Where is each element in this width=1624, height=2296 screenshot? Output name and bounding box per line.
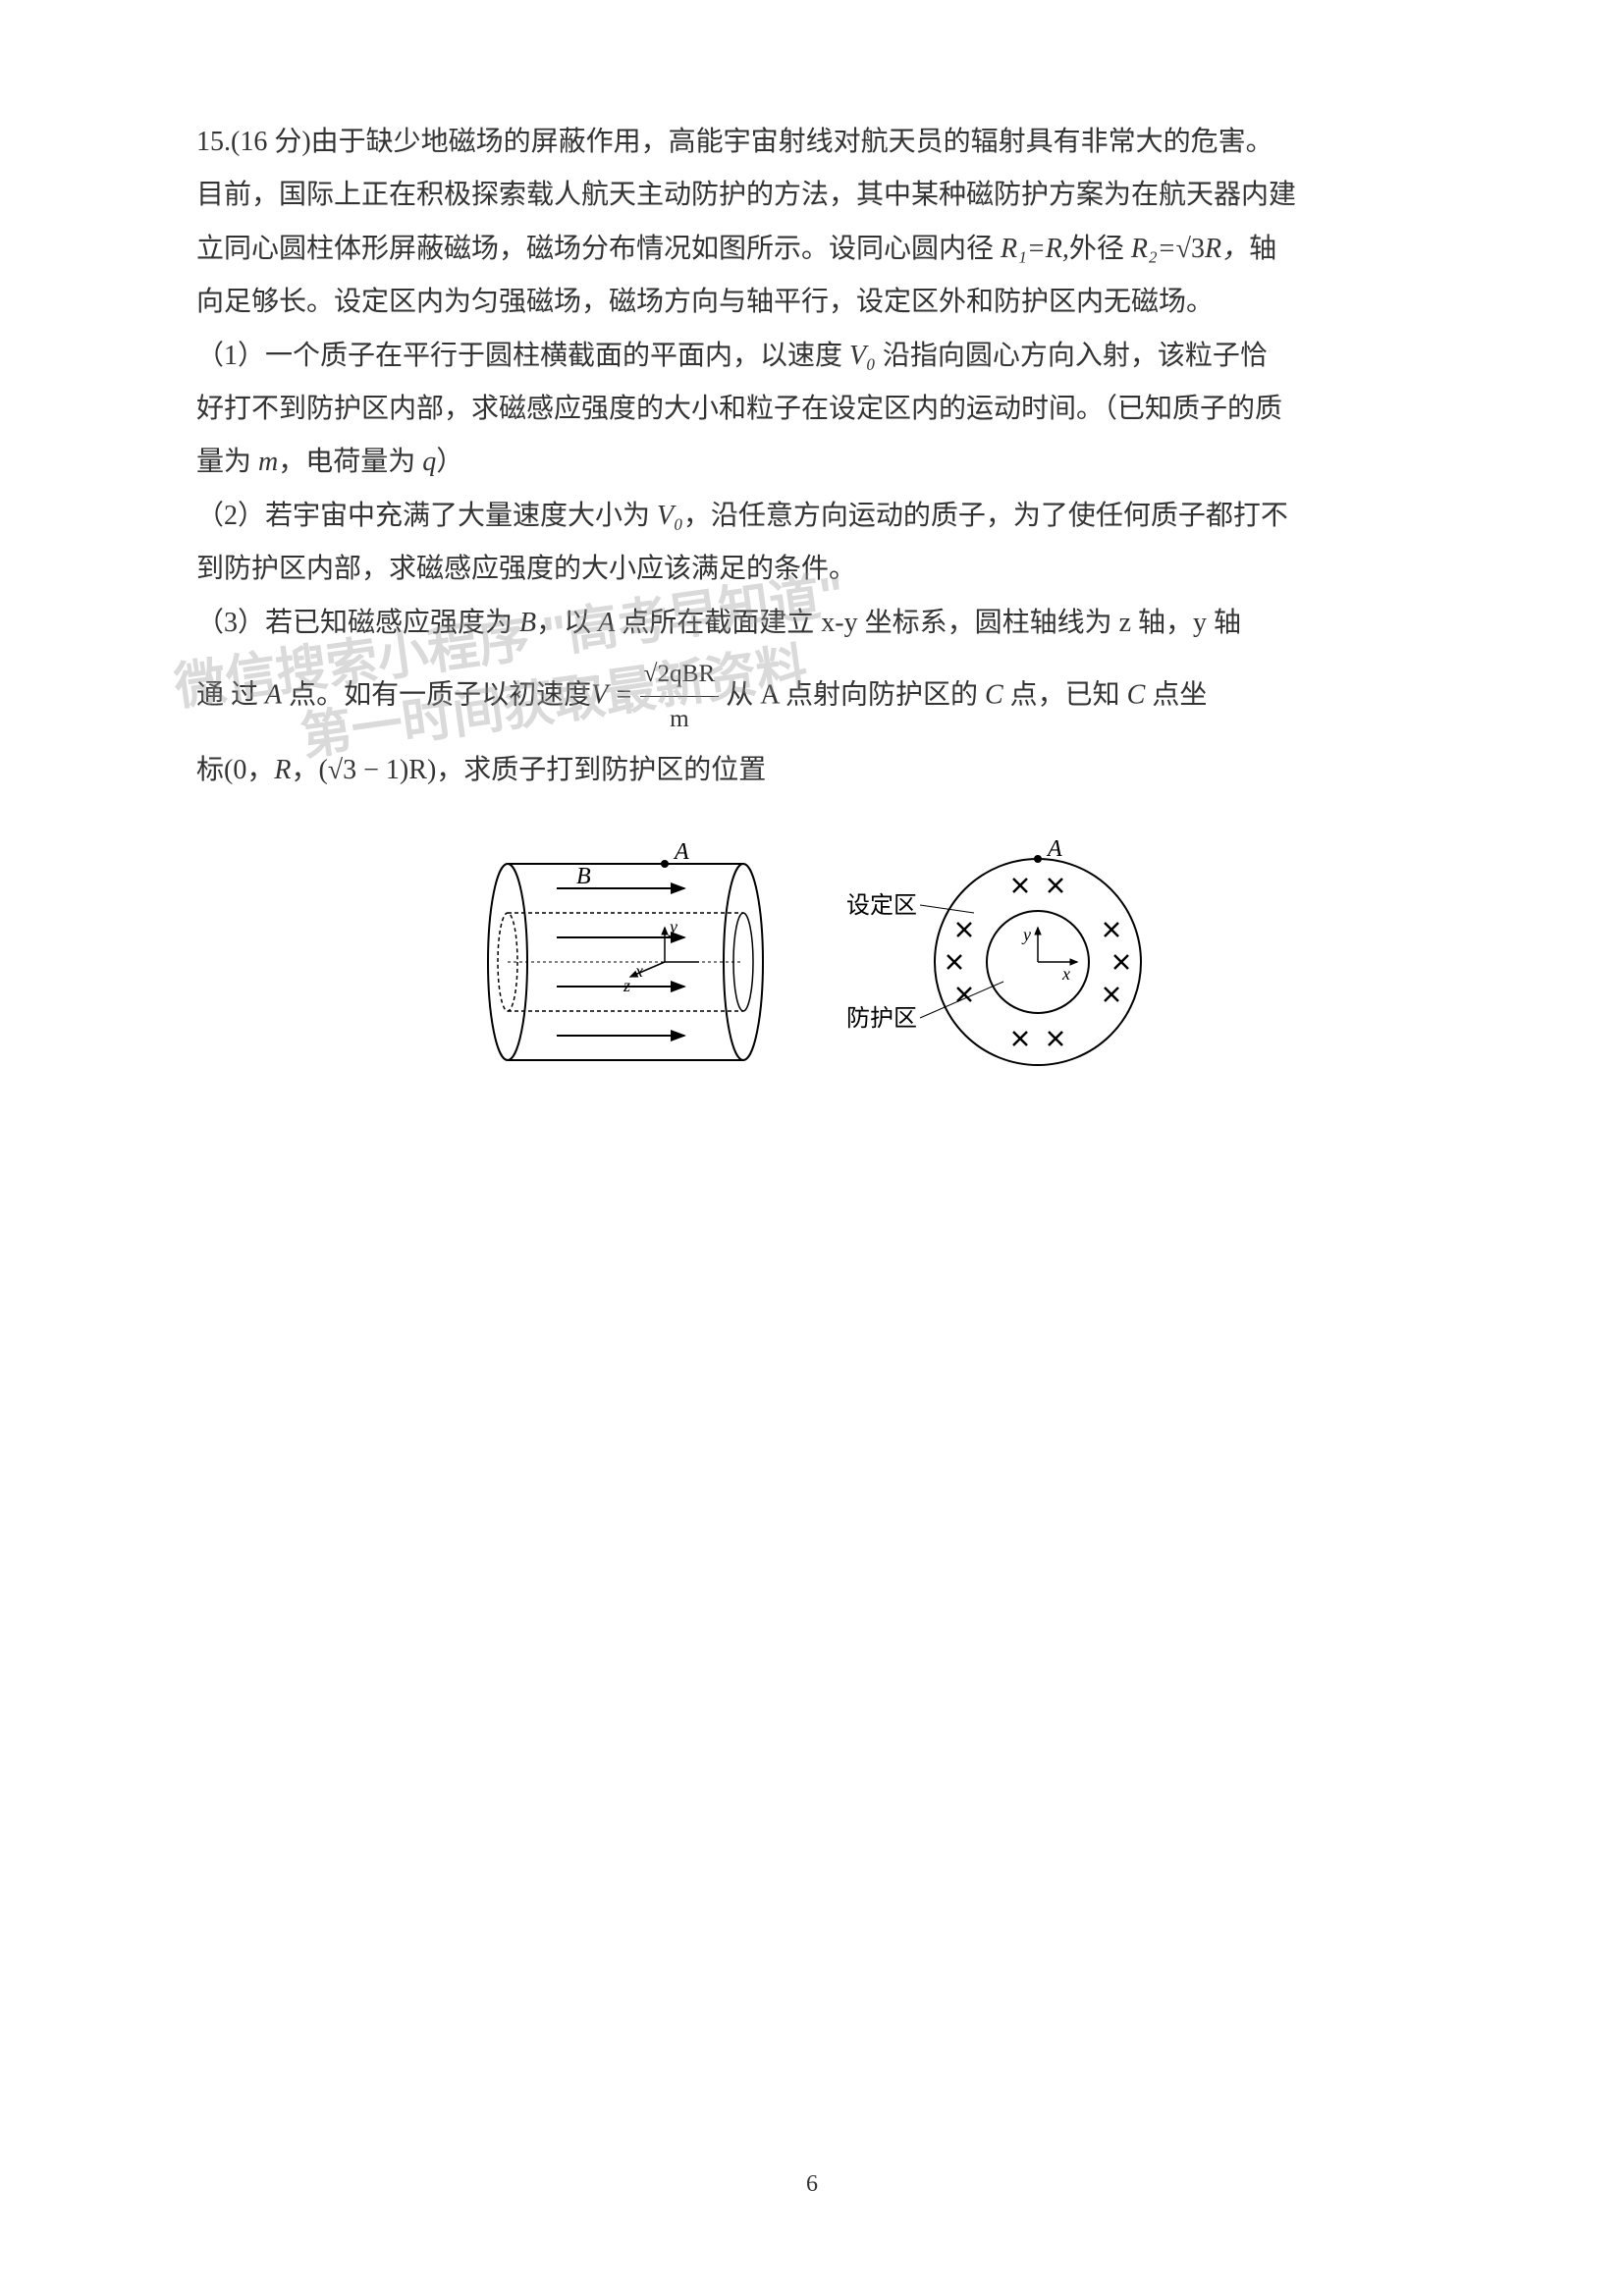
question-part1-line1: （1）一个质子在平行于圆柱横截面的平面内，以速度 V₀ 沿指向圆心方向入射，该粒… [196,332,1428,381]
c-var: C [985,679,1003,710]
label-protection-zone: 防护区 [846,1005,917,1032]
r-var: R [274,755,291,785]
part3-text-1b: ，以 [536,608,598,638]
fraction-numerator: √2qBR [640,652,720,697]
v-equals: V = [591,679,633,710]
question-intro-line4: 向足够长。设定区内为匀强磁场，磁场方向与轴平行，设定区外和防护区内无磁场。 [196,278,1428,327]
part1-text-3b: ，电荷量为 [278,447,422,477]
charge-var: q [422,447,436,477]
part3-text-1c: 点所在截面建立 x-y 坐标系，圆柱轴线为 z 轴，y 轴 [615,608,1241,638]
b-var: B [519,608,536,638]
v0-var-2: V₀ [657,501,683,531]
label-y-left: y [668,917,677,936]
part1-text-1a: 一个质子在平行于圆柱横截面的平面内，以速度 [265,341,849,371]
a-var-2: A [265,679,282,710]
question-part2-line1: （2）若宇宙中充满了大量速度大小为 V₀，沿任意方向运动的质子，为了使任何质子都… [196,492,1428,541]
r2-sqrt: √3 [1176,234,1205,264]
part2-label: （2） [196,501,265,531]
cross-section-svg: A y x 设定区 防护区 [841,834,1156,1090]
label-x-right: x [1061,964,1070,984]
part1-text-1b: 沿指向圆心方向入射，该粒子恰 [876,341,1268,371]
part2-text-2: 到防护区内部，求磁感应强度的大小应该满足的条件。 [196,554,856,584]
label-z: z [623,976,630,995]
label-x-left: x [634,961,643,981]
label-setting-zone: 设定区 [846,892,917,919]
part3-text-1a: 若已知磁感应强度为 [265,608,519,638]
part3-text-2e: 点坐 [1145,679,1207,710]
question-part2-line2: 到防护区内部，求磁感应强度的大小应该满足的条件。 [196,545,1428,594]
coord-z: (√3 − 1)R [318,755,426,785]
question-part3-line3: 标(0，R，(√3 − 1)R)，求质子打到防护区的位置 [196,746,1428,795]
part1-label: （1） [196,341,265,371]
intro-text-3b: 外径 [1069,234,1131,264]
label-y-right: y [1021,925,1031,944]
intro-text-4: 向足够长。设定区内为匀强磁场，磁场方向与轴平行，设定区外和防护区内无磁场。 [196,287,1214,317]
c-var-2: C [1127,679,1146,710]
part3-text-3c: )，求质子打到防护区的位置 [427,755,766,785]
intro-text-1: 由于缺少地磁场的屏蔽作用，高能宇宙射线对航天员的辐射具有非常大的危害。 [311,127,1273,157]
question-intro-line1: 15.(16 分)由于缺少地磁场的屏蔽作用，高能宇宙射线对航天员的辐射具有非常大… [196,118,1428,167]
question-intro-line3: 立同心圆柱体形屏蔽磁场，磁场分布情况如图所示。设同心圆内径 R₁=R,外径 R₂… [196,225,1428,274]
page-content: 15.(16 分)由于缺少地磁场的屏蔽作用，高能宇宙射线对航天员的辐射具有非常大… [0,0,1624,1173]
r1-var: R₁=R, [1001,234,1069,264]
part2-text-1a: 若宇宙中充满了大量速度大小为 [265,501,657,531]
part2-text-1b: ，沿任意方向运动的质子，为了使任何质子都打不 [683,501,1288,531]
question-part3-line1: （3）若已知磁感应强度为 B，以 A 点所在截面建立 x-y 坐标系，圆柱轴线为… [196,599,1428,648]
part1-text-2: 好打不到防护区内部，求磁感应强度的大小和粒子在设定区内的运动时间。（已知质子的质 [196,394,1282,424]
velocity-fraction: √2qBR m [640,652,720,742]
fraction-denominator: m [640,697,720,741]
question-number: 15. [196,127,231,157]
intro-text-3a: 立同心圆柱体形屏蔽磁场，磁场分布情况如图所示。设同心圆内径 [196,234,1001,264]
question-part1-line3: 量为 m，电荷量为 q） [196,438,1428,487]
question-part3-line2: 通 过 A 点。如有一质子以初速度V = √2qBR m 从 A 点射向防护区的… [196,652,1428,742]
question-intro-line2: 目前，国际上正在积极探索载人航天主动防护的方法，其中某种磁防护方案为在航天器内建 [196,171,1428,220]
figure-container: A B y z x [196,834,1428,1095]
r2-var-b: R， [1205,234,1249,264]
part3-text-2c: 从 A 点射向防护区的 [726,679,985,710]
question-part1-line2: 好打不到防护区内部，求磁感应强度的大小和粒子在设定区内的运动时间。（已知质子的质 [196,385,1428,434]
part3-label: （3） [196,608,265,638]
part3-text-3a: 标(0， [196,755,274,785]
part1-text-3a: 量为 [196,447,258,477]
part3-text-2d: 点，已知 [1003,679,1127,710]
a-var: A [598,608,615,638]
cylinder-diagram: A B y z x [468,834,783,1095]
v0-var: V₀ [849,341,876,371]
page-number: 6 [0,2171,1624,2198]
cross-section-diagram: A y x 设定区 防护区 [841,834,1156,1095]
part3-text-2b: 点。如有一质子以初速度 [282,679,591,710]
label-b: B [576,864,591,889]
part3-text-2a: 通 过 [196,679,265,710]
intro-text-2: 目前，国际上正在积极探索载人航天主动防护的方法，其中某种磁防护方案为在航天器内建 [196,180,1296,210]
r2-var-a: R₂= [1131,234,1176,264]
part3-text-3b: ， [291,755,318,785]
cylinder-svg: A B y z x [468,834,783,1090]
part1-text-3c: ） [436,447,463,477]
question-points: (16 分) [231,127,311,157]
label-a-right: A [1046,836,1062,862]
mass-var: m [258,447,278,477]
label-a-left: A [673,839,689,865]
intro-text-3c: 轴 [1249,234,1276,264]
